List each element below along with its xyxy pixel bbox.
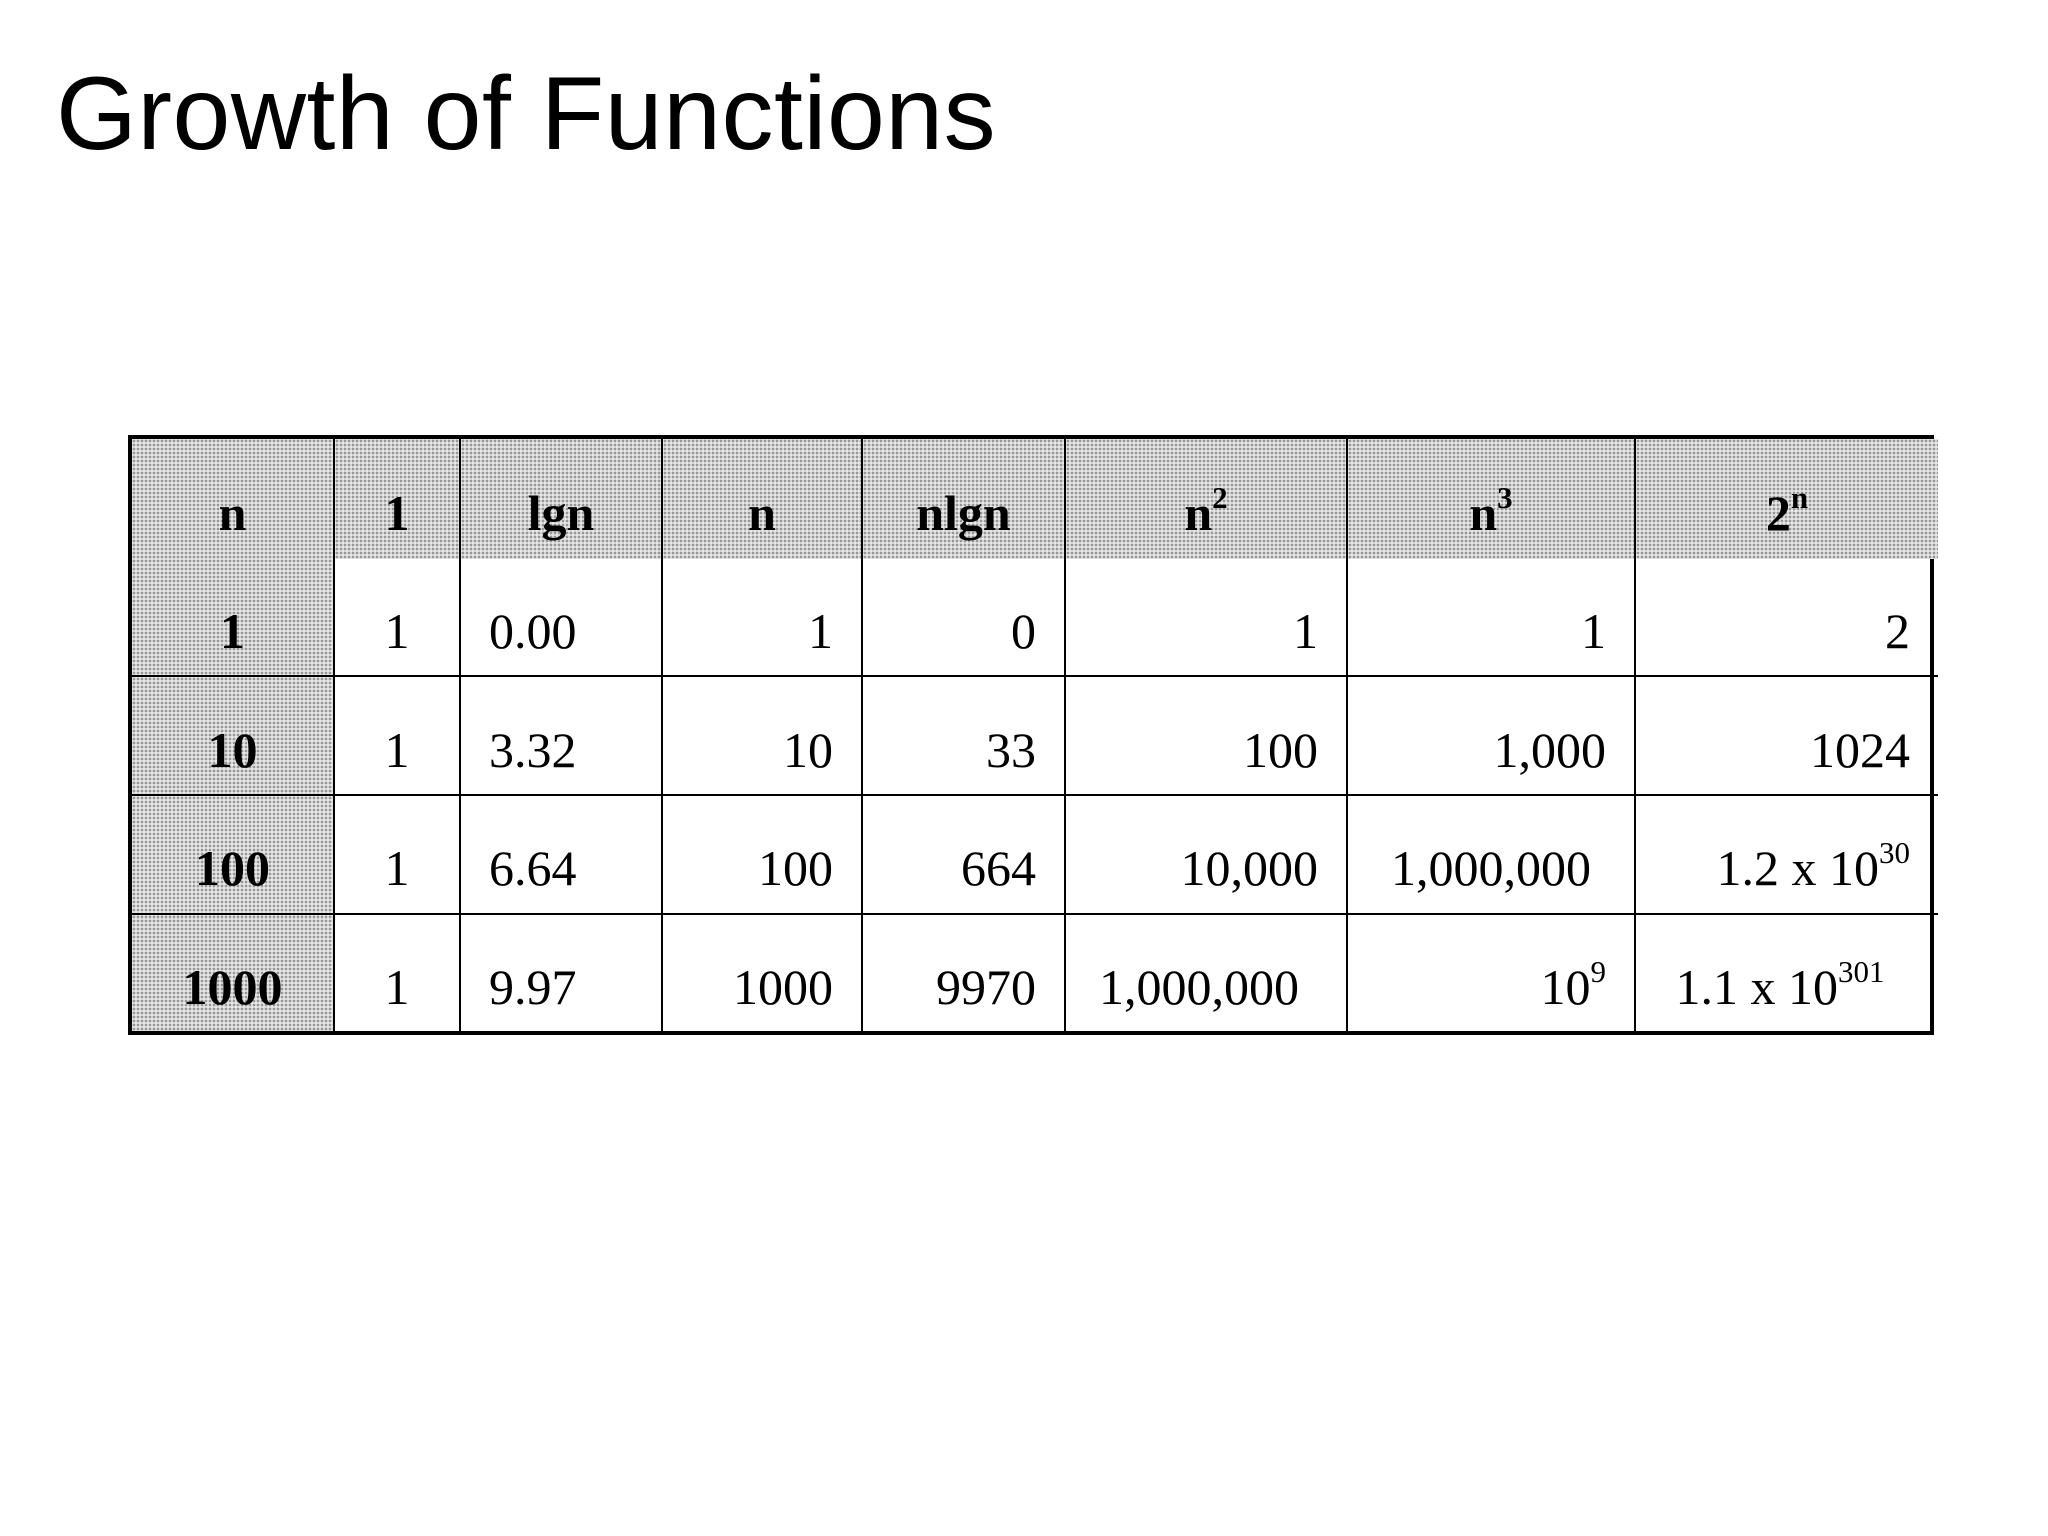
table-row: 10 1 3.32 10 33 100 1,000 1024 — [132, 675, 1938, 796]
header-cell-n-cubed: n3 — [1346, 439, 1636, 559]
growth-table: n 1 lgn n nlgn n2 n3 2n 1 1 0.00 1 0 1 1… — [132, 439, 1938, 1031]
header-cell-lgn: lgn — [459, 439, 663, 559]
table-cell: 2 — [1634, 559, 1938, 678]
table-cell: 100 — [661, 793, 863, 915]
table-cell: 10,000 — [1064, 793, 1348, 915]
table-cell: 109 — [1346, 912, 1636, 1031]
table-cell: 9970 — [861, 912, 1066, 1031]
row-header-cell: 100 — [132, 793, 335, 915]
header-cell-n: n — [132, 439, 335, 559]
table-cell: 1,000 — [1346, 675, 1636, 796]
row-header-cell: 1000 — [132, 912, 335, 1031]
table-cell: 1.1 x 10301 — [1634, 912, 1938, 1031]
table-cell: 1 — [1346, 559, 1636, 678]
table-cell: 664 — [861, 793, 1066, 915]
header-cell-n-squared: n2 — [1064, 439, 1348, 559]
table-cell: 3.32 — [459, 675, 663, 796]
table-row: 100 1 6.64 100 664 10,000 1,000,000 1.2 … — [132, 793, 1938, 915]
header-row: n 1 lgn n nlgn n2 n3 2n — [132, 439, 1938, 559]
row-header-cell: 1 — [132, 559, 335, 678]
table-row: 1000 1 9.97 1000 9970 1,000,000 109 1.1 … — [132, 912, 1938, 1031]
table-cell: 1024 — [1634, 675, 1938, 796]
table-cell: 1,000,000 — [1346, 793, 1636, 915]
growth-table-frame: n 1 lgn n nlgn n2 n3 2n 1 1 0.00 1 0 1 1… — [128, 435, 1938, 1035]
table-cell: 1,000,000 — [1064, 912, 1348, 1031]
table-cell: 0 — [861, 559, 1066, 678]
header-cell-linear: n — [661, 439, 863, 559]
slide-title: Growth of Functions — [56, 56, 997, 172]
header-cell-nlgn: nlgn — [861, 439, 1066, 559]
header-cell-exponential: 2n — [1634, 439, 1938, 559]
table-cell: 6.64 — [459, 793, 663, 915]
table-cell: 1 — [333, 675, 461, 796]
table-cell: 1 — [333, 793, 461, 915]
table-cell: 1000 — [661, 912, 863, 1031]
header-cell-constant: 1 — [333, 439, 461, 559]
table-cell: 10 — [661, 675, 863, 796]
table-cell: 9.97 — [459, 912, 663, 1031]
table-row: 1 1 0.00 1 0 1 1 2 — [132, 559, 1938, 678]
table-cell: 1 — [1064, 559, 1348, 678]
table-cell: 1 — [333, 912, 461, 1031]
table-cell: 100 — [1064, 675, 1348, 796]
table-cell: 1 — [333, 559, 461, 678]
table-cell: 33 — [861, 675, 1066, 796]
table-cell: 1.2 x 1030 — [1634, 793, 1938, 915]
table-cell: 1 — [661, 559, 863, 678]
table-cell: 0.00 — [459, 559, 663, 678]
row-header-cell: 10 — [132, 675, 335, 796]
